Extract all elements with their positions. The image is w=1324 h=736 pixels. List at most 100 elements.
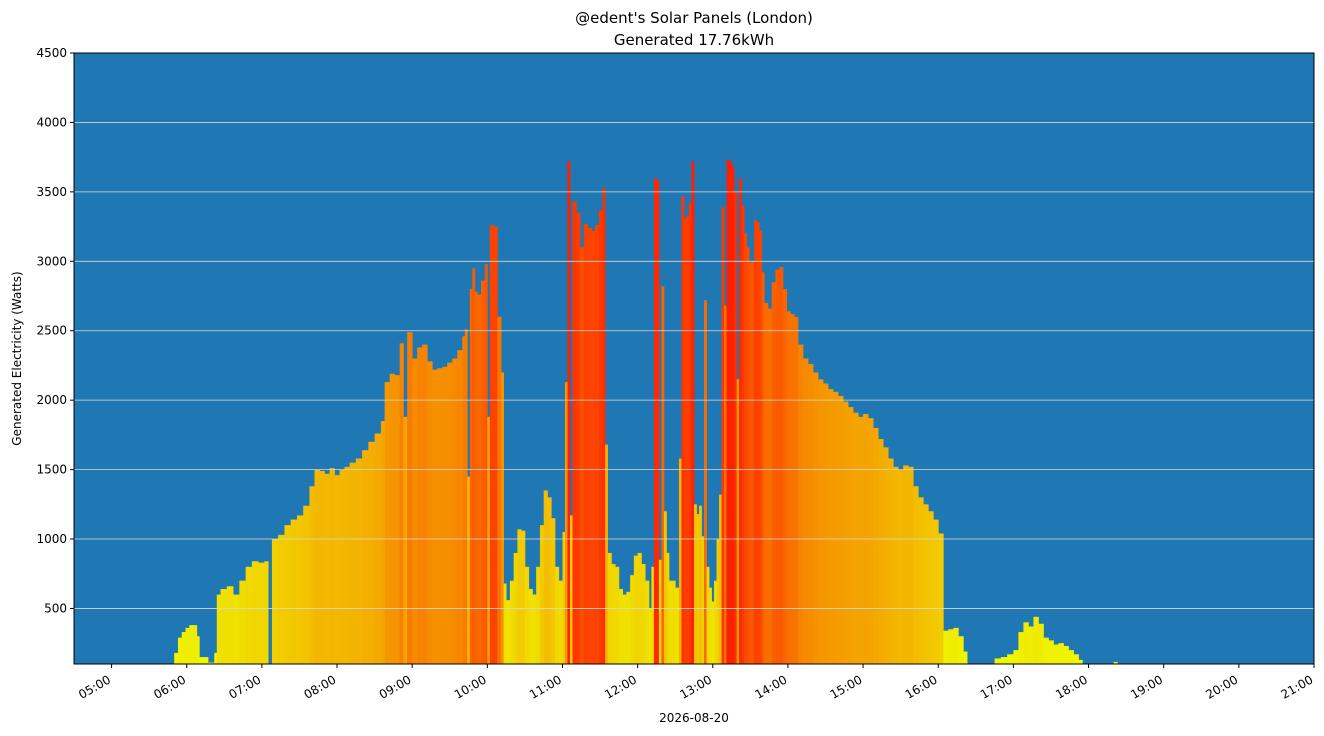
power-bar [721,207,725,664]
power-bar [913,486,919,664]
power-bar [958,636,964,664]
power-bar [355,458,363,664]
power-bar [362,450,369,664]
y-tick-label: 2000 [36,393,67,407]
power-bar [412,358,418,664]
x-axis: 05:00 06:00 07:00 08:00 09:00 10:00 11:00 12:00… [76,664,1316,702]
power-bar [203,657,209,664]
power-bar [1028,626,1034,664]
power-bar [1113,661,1118,664]
power-bar [220,589,228,664]
power-bar [797,344,804,664]
power-bar [474,291,478,664]
power-bar [663,511,667,664]
power-bar [696,514,700,664]
power-bar [462,336,466,664]
power-bar [567,161,571,664]
y-tick-label: 1500 [36,463,67,477]
power-bar [833,391,839,664]
y-tick-label: 4000 [36,115,67,129]
power-bar [1058,643,1064,664]
power-bar [521,530,526,664]
power-bar [452,358,458,664]
power-bar [724,305,727,664]
power-bar [716,539,720,664]
power-bar [1068,650,1074,664]
power-bar [618,589,624,664]
power-bar [675,587,680,665]
power-bar [843,401,849,664]
power-bar [681,196,685,664]
power-bar [818,379,824,664]
power-bar [558,580,563,664]
power-bar [339,469,345,664]
power-bar [709,587,712,665]
power-bar [683,218,687,664]
plot-frame [73,52,1315,665]
power-bar [576,212,581,664]
power-bar [271,539,279,664]
y-axis: 500 1000 1500 2000 2500 3000 3500 4000 4500 [36,46,74,615]
power-bar [344,466,350,664]
power-bar [739,177,742,665]
power-bar [746,247,750,664]
x-tick-label: 18:00 [1053,672,1090,701]
x-tick-label: 06:00 [151,672,188,701]
power-bar [239,580,246,664]
power-bar [177,637,183,664]
x-tick-label: 14:00 [752,672,789,701]
power-bar [598,209,603,665]
power-bar [334,475,340,664]
power-bar [189,625,194,664]
power-bar [595,225,600,664]
power-bar [457,350,463,664]
power-bar [883,447,889,664]
power-bar [394,375,401,664]
power-bar [319,470,325,664]
power-bar [417,347,423,664]
power-bar [196,636,200,664]
power-bar [543,490,548,664]
power-bar [380,420,386,664]
power-bar [216,594,221,664]
power-bar [509,580,515,664]
power-bar [442,366,448,664]
power-bar [888,458,894,664]
power-bar [751,261,755,664]
power-bar [506,600,511,664]
power-bar [1043,637,1049,664]
power-bar [873,427,879,664]
power-bar [602,187,606,664]
x-tick-label: 09:00 [377,672,414,701]
power-bar [630,575,635,664]
power-bar [437,368,443,664]
x-tick-label: 08:00 [302,672,339,701]
power-bar [399,343,404,664]
x-tick-label: 13:00 [677,672,714,701]
x-tick-label: 19:00 [1128,672,1165,701]
power-bar [368,441,375,664]
power-bar [928,511,934,664]
power-bar [678,458,682,664]
power-bar [648,608,652,664]
power-bar [706,566,710,664]
power-bar [823,383,829,664]
power-bar [828,389,834,664]
power-bar [564,382,568,664]
bars-layer [174,159,1118,665]
power-bar [734,191,737,665]
power-bar [908,466,914,664]
power-bar [948,629,954,664]
power-bar [858,416,864,664]
power-bar [472,268,476,664]
power-bar [653,177,657,665]
power-bar [407,332,413,664]
power-bar [278,534,285,664]
power-bar [719,494,722,664]
power-bar [622,594,627,664]
power-bar [754,219,758,664]
power-bar [264,561,269,664]
power-bar [226,586,234,664]
power-bar [812,372,819,664]
power-bar [731,166,735,664]
